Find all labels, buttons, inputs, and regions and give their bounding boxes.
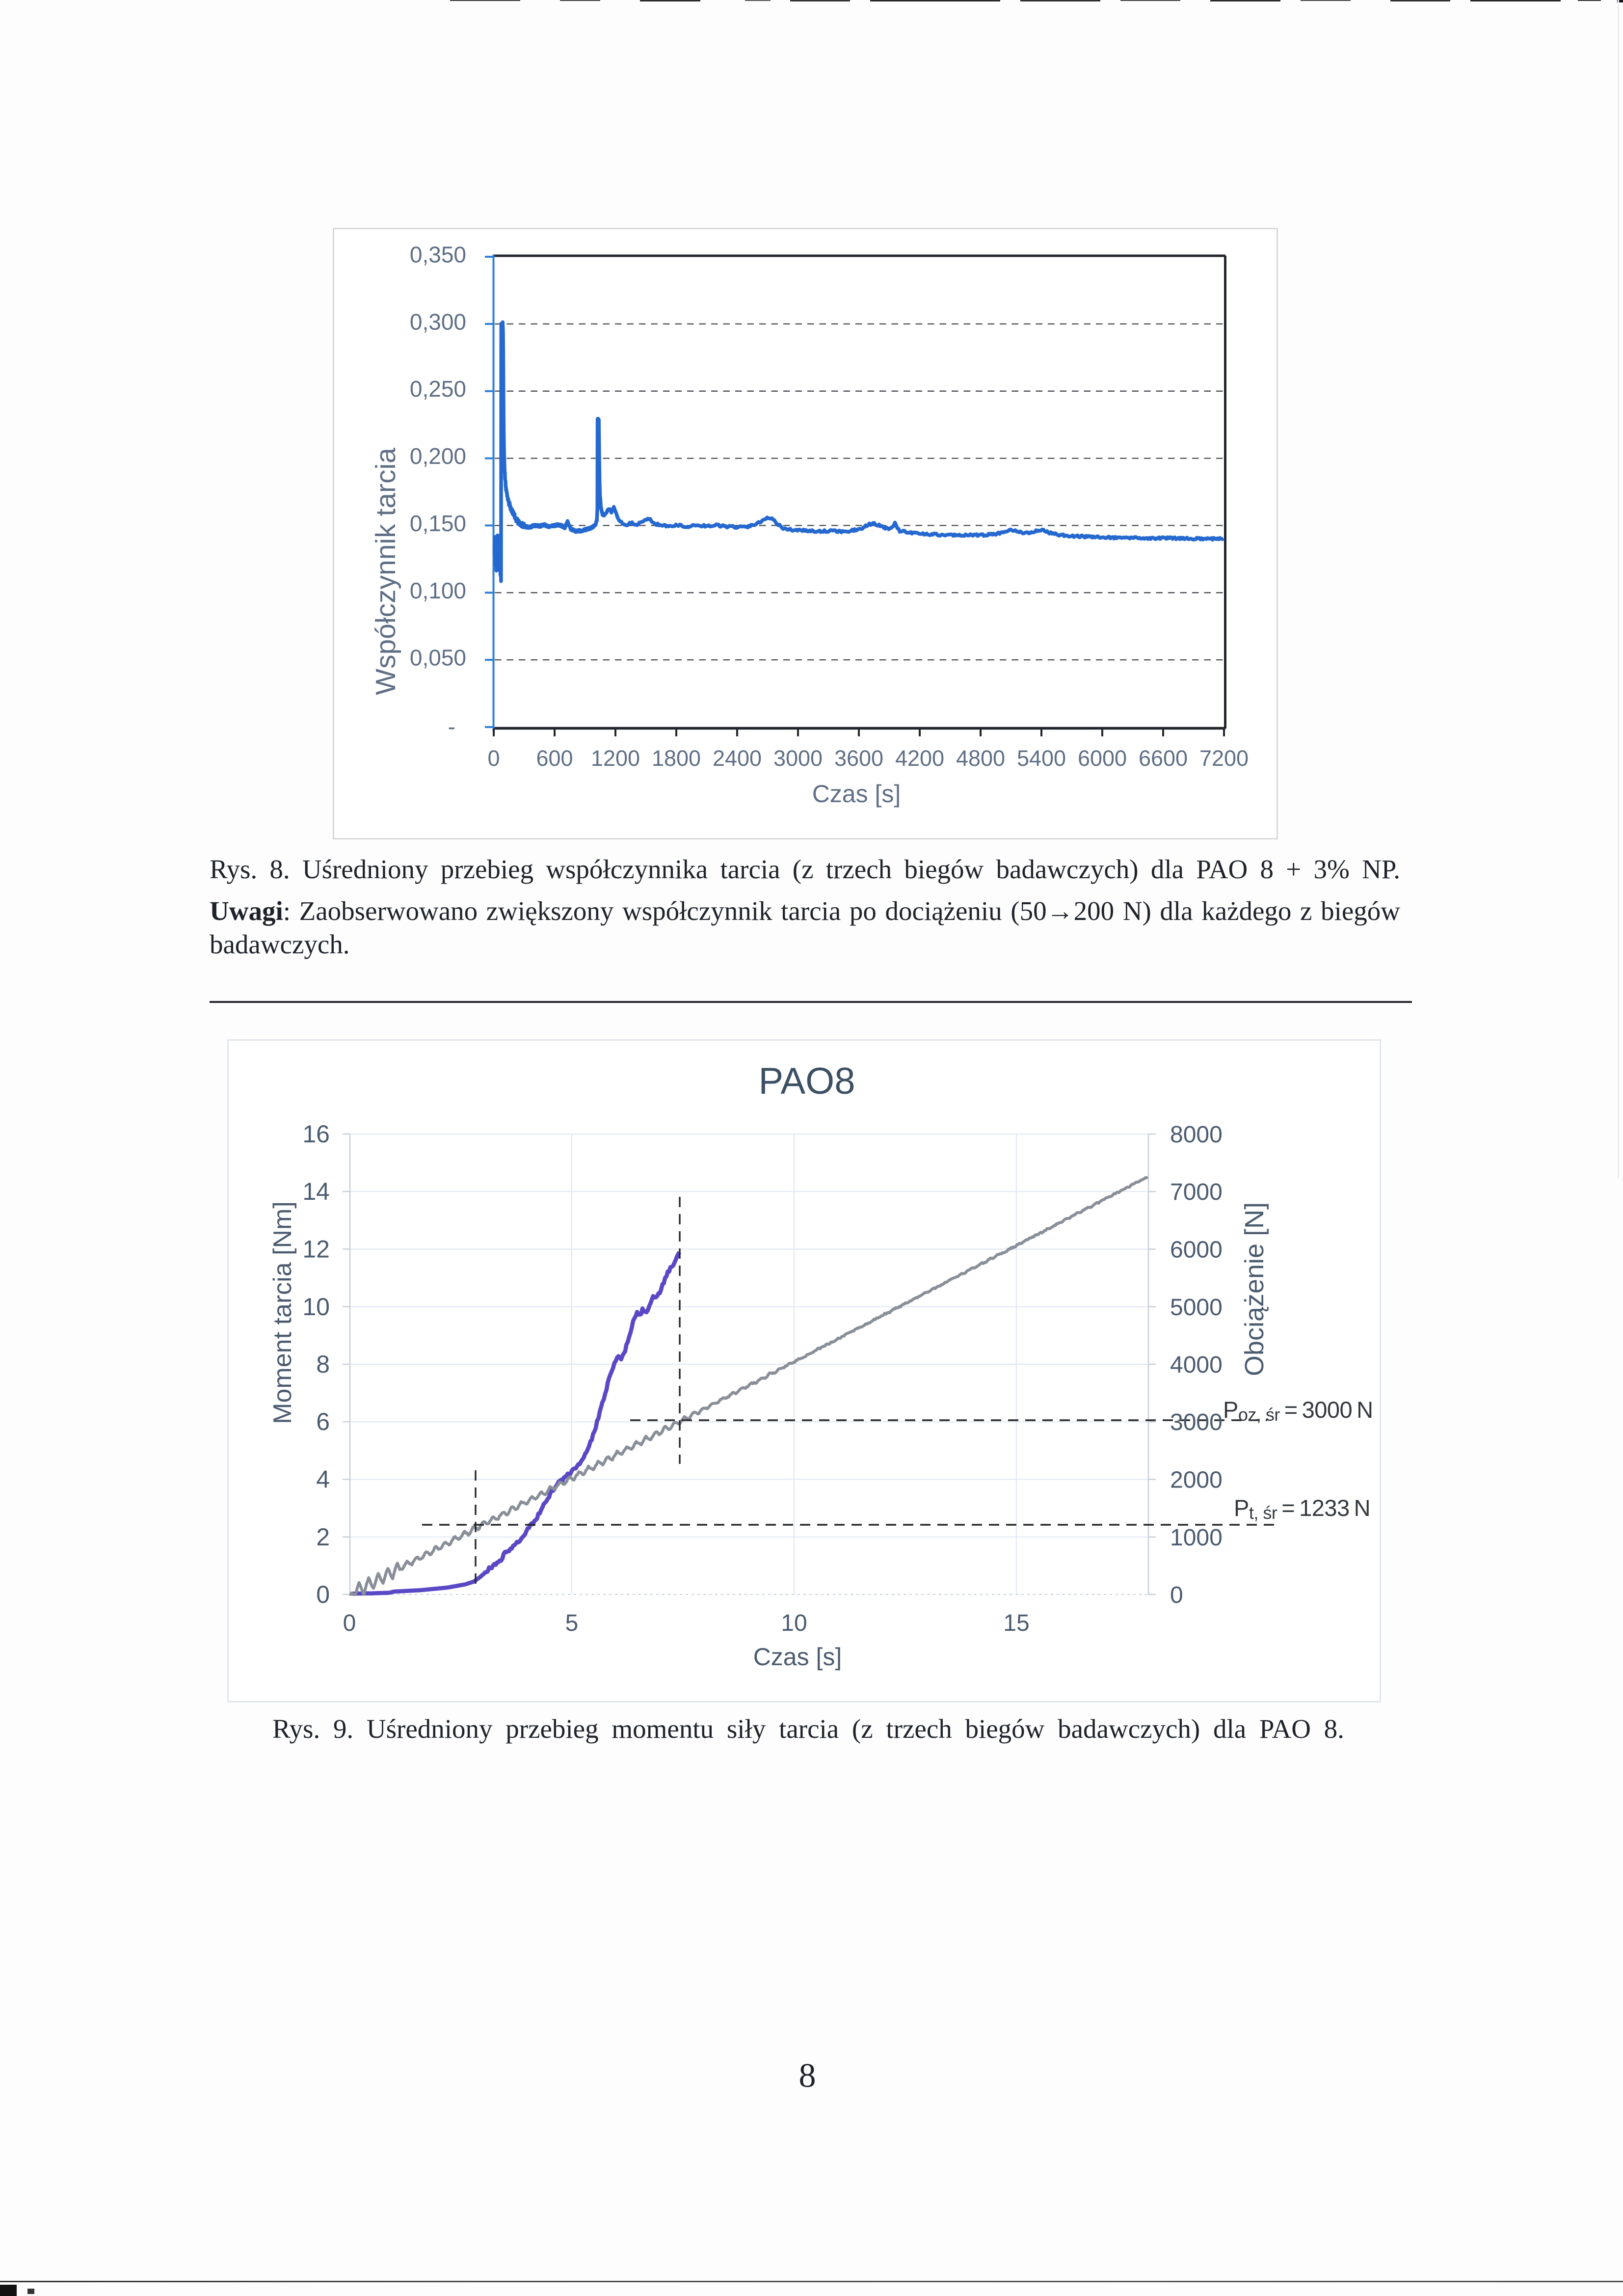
svg-text:15: 15: [1003, 1610, 1029, 1636]
svg-text:0,050: 0,050: [410, 645, 466, 671]
svg-text:4200: 4200: [895, 746, 944, 771]
svg-text:0,200: 0,200: [410, 443, 466, 469]
svg-text:2400: 2400: [713, 746, 762, 771]
svg-text:7200: 7200: [1199, 746, 1249, 771]
svg-text:0,350: 0,350: [410, 242, 466, 268]
svg-text:6000: 6000: [1078, 746, 1127, 771]
svg-text:12: 12: [302, 1236, 330, 1263]
svg-text:Moment tarcia [Nm]: Moment tarcia [Nm]: [268, 1201, 297, 1424]
svg-text:PAO8: PAO8: [758, 1060, 855, 1102]
svg-text:Czas [s]: Czas [s]: [753, 1643, 842, 1671]
svg-text:Czas [s]: Czas [s]: [812, 780, 901, 808]
svg-text:0,150: 0,150: [410, 511, 466, 536]
svg-text:0,250: 0,250: [410, 376, 466, 402]
svg-text:0: 0: [343, 1610, 356, 1636]
svg-text:10: 10: [781, 1610, 807, 1636]
svg-text:600: 600: [536, 746, 573, 771]
svg-text:7000: 7000: [1170, 1179, 1223, 1205]
svg-text:8000: 8000: [1170, 1122, 1223, 1148]
svg-text:Współczynnik tarcia: Współczynnik tarcia: [370, 448, 401, 695]
svg-text:-: -: [448, 714, 455, 739]
svg-text:4800: 4800: [956, 746, 1005, 771]
svg-text:8: 8: [316, 1351, 330, 1378]
svg-text:0: 0: [1170, 1582, 1183, 1608]
svg-text:4: 4: [316, 1466, 330, 1493]
svg-text:5: 5: [565, 1610, 579, 1636]
svg-text:1200: 1200: [591, 746, 640, 771]
svg-text:4000: 4000: [1170, 1352, 1223, 1378]
svg-text:6: 6: [316, 1408, 330, 1435]
svg-text:14: 14: [302, 1178, 330, 1205]
svg-text:5400: 5400: [1017, 746, 1066, 771]
svg-text:3000: 3000: [1170, 1409, 1223, 1435]
svg-text:2: 2: [316, 1523, 330, 1551]
svg-text:16: 16: [302, 1120, 330, 1148]
svg-text:10: 10: [302, 1293, 330, 1321]
svg-text:2000: 2000: [1170, 1467, 1223, 1493]
svg-text:0,300: 0,300: [410, 309, 466, 334]
svg-text:Pt, śr = 1233 N: Pt, śr = 1233 N: [1234, 1495, 1370, 1523]
svg-text:0,100: 0,100: [410, 578, 466, 603]
svg-text:6000: 6000: [1170, 1237, 1223, 1263]
svg-text:3600: 3600: [834, 746, 883, 771]
svg-text:5000: 5000: [1170, 1295, 1223, 1321]
svg-text:1800: 1800: [652, 746, 701, 771]
svg-text:0: 0: [487, 746, 500, 771]
svg-text:Poz, śr = 3000 N: Poz, śr = 3000 N: [1223, 1397, 1373, 1425]
svg-text:6600: 6600: [1139, 746, 1188, 771]
svg-text:0: 0: [316, 1581, 330, 1608]
svg-text:1000: 1000: [1170, 1525, 1223, 1551]
svg-text:3000: 3000: [773, 746, 823, 771]
svg-text:Obciążenie [N]: Obciążenie [N]: [1240, 1202, 1269, 1376]
